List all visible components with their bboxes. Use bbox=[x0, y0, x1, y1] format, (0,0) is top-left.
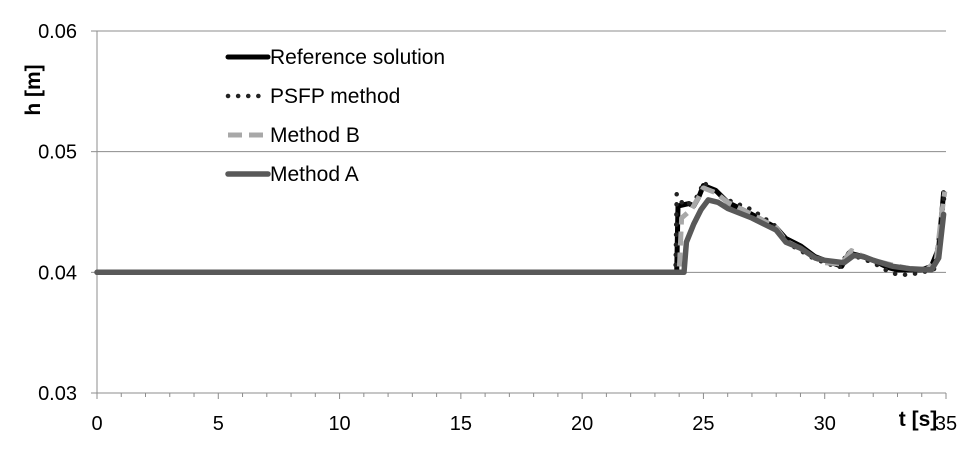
y-tick-label: 0.05 bbox=[38, 142, 77, 164]
x-tick-label: 20 bbox=[571, 413, 593, 435]
legend-label: PSFP method bbox=[270, 85, 400, 108]
x-tick-label: 10 bbox=[328, 413, 350, 435]
gridlines bbox=[97, 30, 946, 394]
x-tick-label: 30 bbox=[814, 413, 836, 435]
x-tick-label: 15 bbox=[450, 413, 472, 435]
y-tick-label: 0.06 bbox=[38, 21, 77, 43]
series-line-2 bbox=[94, 177, 948, 277]
legend-label: Method A bbox=[270, 163, 359, 186]
x-tick-label: 35 bbox=[935, 413, 957, 435]
x-tick-label: 25 bbox=[692, 413, 714, 435]
series-lines bbox=[94, 177, 948, 277]
x-axis-title: t [s] bbox=[899, 408, 938, 431]
y-tick-label: 0.03 bbox=[38, 383, 77, 405]
y-tick-label: 0.04 bbox=[38, 262, 77, 284]
legend: Reference solution PSFP method Method B Met… bbox=[225, 46, 445, 186]
x-tick-label: 5 bbox=[213, 413, 224, 435]
legend-label: Method B bbox=[270, 124, 360, 147]
x-tick-label: 0 bbox=[91, 413, 102, 435]
series-line-4 bbox=[94, 197, 947, 276]
legend-label: Reference solution bbox=[270, 46, 445, 69]
axes: 0.03 0.04 0.05 0.06 0 5 10 15 20 25 30 35 bbox=[38, 21, 957, 435]
y-axis-title: h [m] bbox=[22, 64, 45, 115]
